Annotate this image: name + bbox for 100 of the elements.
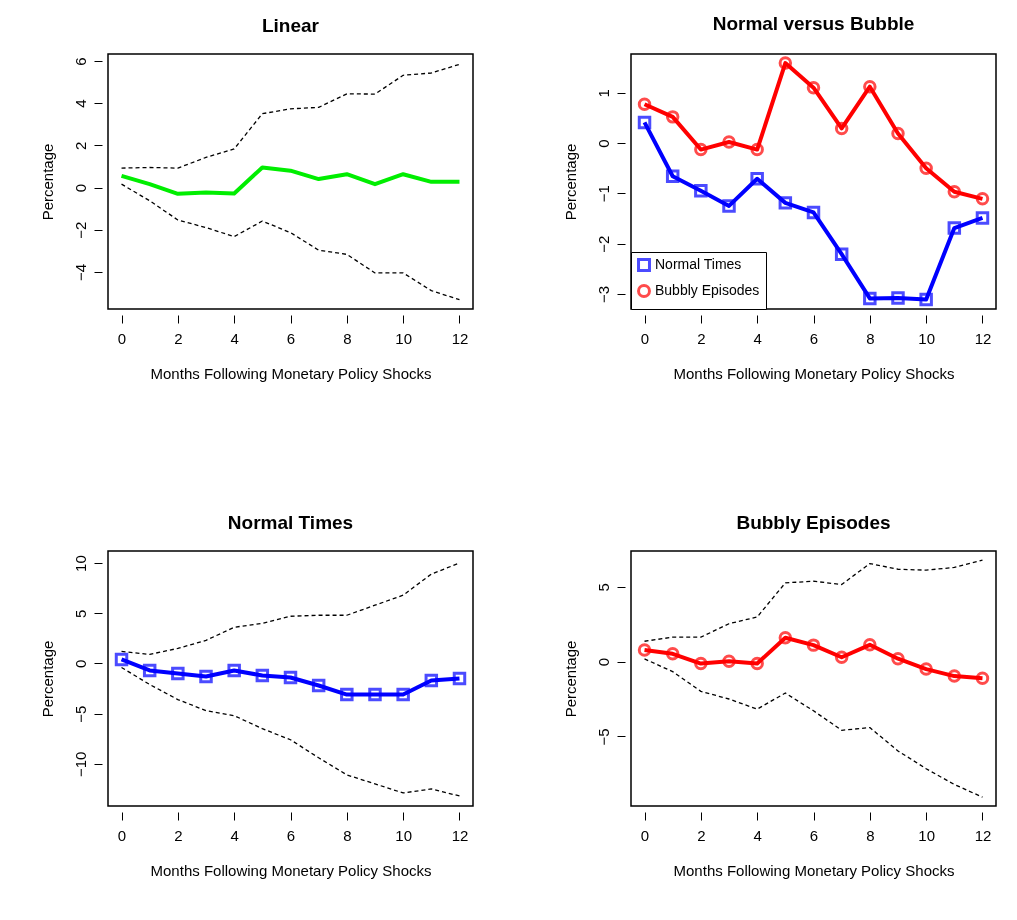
point: [255, 668, 270, 683]
point: [947, 185, 962, 199]
line-series: [120, 63, 461, 169]
y-tick-label: −1: [594, 185, 612, 203]
y-tick-label: 1: [594, 89, 612, 98]
point: [834, 247, 849, 261]
x-tick-label: 6: [809, 329, 819, 347]
x-tick-label: 10: [918, 826, 935, 844]
line-series: [119, 165, 462, 196]
point: [919, 292, 933, 307]
point: [778, 196, 793, 210]
x-tick-label: 6: [809, 826, 819, 844]
point: [806, 205, 821, 220]
y-tick-label: 5: [71, 609, 89, 618]
y-tick-label: 6: [71, 57, 89, 66]
point: [919, 161, 933, 175]
y-axis-title: Percentage: [561, 143, 579, 221]
x-axis-title: Months Following Monetary Policy Shocks: [150, 364, 432, 382]
chart-title: Linear: [261, 15, 320, 36]
x-tick-label: 0: [117, 826, 127, 844]
point: [863, 638, 877, 652]
y-tick-label: −2: [71, 221, 89, 239]
point: [694, 142, 708, 157]
point: [311, 678, 326, 693]
x-axis-title: Months Following Monetary Policy Shocks: [673, 861, 955, 879]
point: [637, 97, 652, 112]
point: [947, 221, 962, 235]
point: [778, 56, 793, 70]
point: [199, 669, 213, 684]
point: [750, 656, 764, 671]
point: [665, 647, 680, 661]
y-tick-label: 10: [71, 555, 89, 572]
y-tick-label: 5: [594, 583, 612, 592]
point: [694, 656, 708, 671]
point: [114, 652, 129, 667]
y-axis-title: Percentage: [38, 640, 56, 718]
point: [891, 291, 905, 305]
x-tick-label: 0: [640, 329, 650, 347]
y-tick-label: −3: [594, 285, 612, 303]
x-tick-label: 12: [451, 826, 469, 844]
x-tick-label: 10: [918, 329, 935, 347]
point: [891, 652, 905, 666]
point: [806, 638, 821, 652]
point: [637, 643, 652, 657]
line-series: [120, 183, 461, 301]
y-tick-label: 2: [71, 141, 89, 150]
x-tick-label: 4: [753, 329, 762, 347]
x-tick-label: 10: [395, 826, 412, 844]
point: [806, 80, 821, 95]
point: [694, 184, 708, 198]
x-tick-label: 2: [697, 826, 706, 844]
y-tick-label: −5: [71, 705, 89, 723]
y-axis-title: Percentage: [561, 640, 579, 718]
x-tick-label: 2: [697, 329, 706, 347]
y-tick-label: 4: [71, 99, 89, 108]
point: [975, 211, 990, 225]
point: [863, 291, 877, 306]
point: [227, 663, 241, 678]
y-axis-title: Percentage: [38, 143, 56, 221]
point: [975, 671, 990, 685]
point: [947, 669, 962, 683]
point: [975, 192, 990, 206]
y-tick-label: −4: [71, 263, 89, 281]
point: [452, 671, 467, 686]
point: [750, 142, 764, 157]
x-tick-label: 10: [395, 329, 412, 347]
x-tick-label: 12: [974, 826, 992, 844]
point: [424, 673, 439, 688]
x-tick-label: 6: [286, 329, 296, 347]
point: [722, 135, 736, 149]
point: [863, 79, 877, 94]
y-tick-label: 0: [594, 139, 612, 148]
legend-label: Bubbly Episodes: [655, 282, 760, 298]
x-tick-label: 4: [230, 826, 239, 844]
x-tick-label: 12: [974, 329, 992, 347]
chart-title: Bubbly Episodes: [736, 512, 891, 533]
x-tick-label: 8: [866, 329, 875, 347]
x-tick-label: 8: [343, 826, 352, 844]
point: [171, 666, 185, 681]
x-tick-label: 12: [451, 329, 469, 347]
y-tick-label: 0: [71, 659, 89, 669]
x-tick-label: 0: [117, 329, 127, 347]
y-tick-label: −2: [594, 235, 612, 253]
point: [340, 687, 354, 702]
line-series: [643, 658, 984, 798]
point: [834, 121, 849, 136]
point: [665, 169, 680, 183]
y-tick-label: 0: [71, 183, 89, 193]
line-series: [643, 559, 984, 642]
point: [722, 199, 736, 213]
point: [891, 126, 905, 141]
point: [919, 662, 933, 676]
point: [283, 670, 298, 685]
point: [142, 663, 157, 678]
x-tick-label: 0: [640, 826, 650, 844]
point: [834, 650, 849, 664]
x-axis-title: Months Following Monetary Policy Shocks: [673, 364, 955, 382]
x-tick-label: 2: [174, 329, 183, 347]
x-tick-label: 4: [230, 329, 239, 347]
chart-title: Normal versus Bubble: [712, 12, 915, 34]
